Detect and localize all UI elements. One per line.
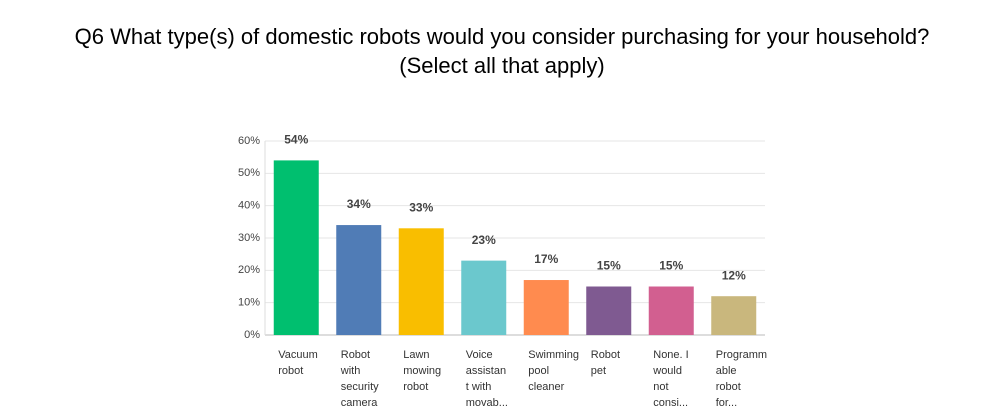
x-tick-label: consi... (653, 397, 688, 409)
x-tick-label: None. I (653, 349, 688, 361)
x-tick-label: Robot (591, 349, 620, 361)
x-tick-label: Vacuum (278, 349, 318, 361)
x-tick-label: pet (591, 365, 606, 377)
value-label: 54% (284, 133, 308, 147)
x-tick-label: robot (278, 365, 303, 377)
x-tick-label: Lawn (403, 349, 429, 361)
chart-title: Q6 What type(s) of domestic robots would… (75, 24, 930, 49)
x-tick-label: robot (716, 381, 741, 393)
x-tick-label: assistan (466, 365, 506, 377)
x-tick-label: movab... (466, 397, 508, 409)
value-label: 23% (472, 233, 496, 247)
y-tick-label: 50% (238, 167, 260, 179)
bar (711, 296, 757, 335)
x-tick-label: would (652, 365, 682, 377)
value-label: 15% (597, 259, 621, 273)
x-tick-label: for... (716, 397, 737, 409)
x-tick-label: Programm (716, 349, 767, 361)
x-tick-label: not (653, 381, 668, 393)
y-tick-label: 40% (238, 200, 260, 212)
x-tick-label: Swimming (528, 349, 579, 361)
x-tick-label: cleaner (528, 381, 564, 393)
x-tick-label: able (716, 365, 737, 377)
x-tick-label: Robot (341, 349, 370, 361)
y-tick-label: 10% (238, 297, 260, 309)
value-label: 33% (409, 200, 433, 214)
bar (523, 280, 569, 335)
value-label: 15% (659, 259, 683, 273)
y-tick-label: 30% (238, 232, 260, 244)
bar (336, 225, 382, 335)
bar (273, 160, 319, 335)
x-tick-label: pool (528, 365, 549, 377)
y-tick-label: 20% (238, 264, 260, 276)
value-label: 12% (722, 268, 746, 282)
x-tick-label: camera (341, 397, 379, 409)
x-tick-label: with (340, 365, 361, 377)
x-tick-label: Voice (466, 349, 493, 361)
value-label: 34% (347, 197, 371, 211)
chart-subtitle: (Select all that apply) (399, 53, 604, 78)
y-tick-label: 0% (244, 329, 260, 341)
x-tick-label: security (341, 381, 379, 393)
bar (648, 286, 694, 335)
value-label: 17% (534, 252, 558, 266)
x-tick-label: robot (403, 381, 428, 393)
bar (461, 260, 507, 335)
x-tick-label: mowing (403, 365, 441, 377)
bar (398, 228, 444, 335)
x-tick-label: t with (466, 381, 492, 393)
bar (586, 286, 632, 335)
y-tick-label: 60% (238, 135, 260, 147)
